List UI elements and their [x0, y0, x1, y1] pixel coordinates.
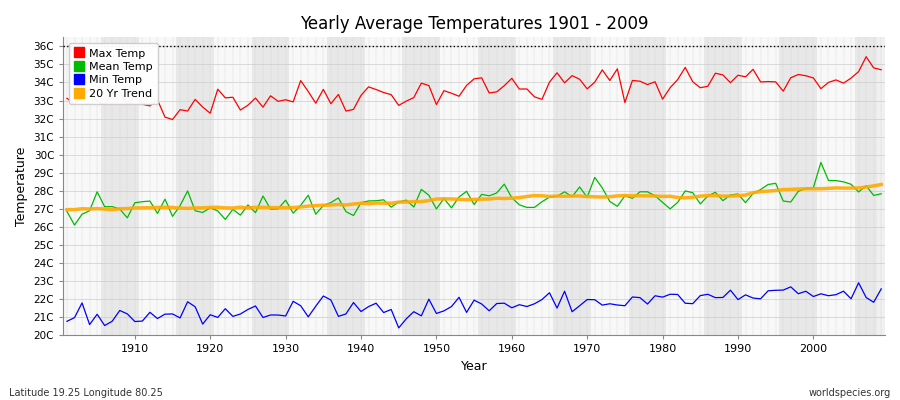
Bar — [63, 37, 101, 336]
Y-axis label: Temperature: Temperature — [15, 147, 28, 226]
Text: Latitude 19.25 Longitude 80.25: Latitude 19.25 Longitude 80.25 — [9, 388, 163, 398]
Legend: Max Temp, Mean Temp, Min Temp, 20 Yr Trend: Max Temp, Mean Temp, Min Temp, 20 Yr Tre… — [68, 43, 158, 104]
Bar — [101, 37, 139, 336]
Bar — [214, 37, 252, 336]
Bar — [440, 37, 478, 336]
Bar — [364, 37, 402, 336]
Bar — [478, 37, 516, 336]
Bar — [591, 37, 629, 336]
Bar — [327, 37, 364, 336]
Bar — [704, 37, 742, 336]
Bar — [629, 37, 666, 336]
Bar — [252, 37, 290, 336]
Bar — [666, 37, 704, 336]
X-axis label: Year: Year — [461, 360, 488, 373]
Bar — [516, 37, 554, 336]
Bar — [855, 37, 878, 336]
Bar — [176, 37, 214, 336]
Bar — [402, 37, 440, 336]
Text: worldspecies.org: worldspecies.org — [809, 388, 891, 398]
Bar — [554, 37, 591, 336]
Bar — [742, 37, 779, 336]
Bar — [817, 37, 855, 336]
Bar — [290, 37, 327, 336]
Bar — [779, 37, 817, 336]
Bar — [139, 37, 176, 336]
Title: Yearly Average Temperatures 1901 - 2009: Yearly Average Temperatures 1901 - 2009 — [300, 15, 648, 33]
